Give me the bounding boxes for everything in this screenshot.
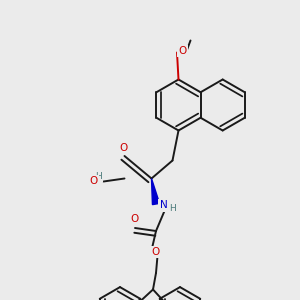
Polygon shape [152,178,160,205]
Text: O: O [178,46,187,56]
Text: O: O [130,214,138,224]
Text: N: N [160,200,167,211]
Text: O: O [151,247,159,257]
Text: O: O [89,176,98,187]
Text: O: O [120,143,128,154]
Text: H: H [169,204,176,213]
Text: H: H [95,172,101,181]
